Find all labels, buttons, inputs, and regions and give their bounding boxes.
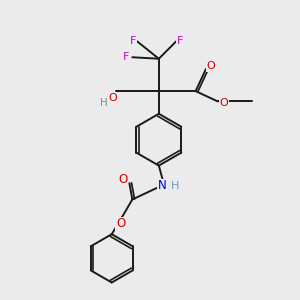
Text: O: O	[220, 98, 229, 108]
Text: O: O	[116, 217, 125, 230]
Text: F: F	[177, 36, 183, 46]
Text: N: N	[158, 179, 166, 192]
Text: O: O	[109, 94, 118, 103]
Text: F: F	[123, 52, 129, 62]
Text: H: H	[100, 98, 108, 108]
Text: H: H	[171, 181, 179, 190]
Text: O: O	[207, 61, 216, 71]
Text: O: O	[118, 173, 128, 186]
Text: F: F	[130, 36, 136, 46]
